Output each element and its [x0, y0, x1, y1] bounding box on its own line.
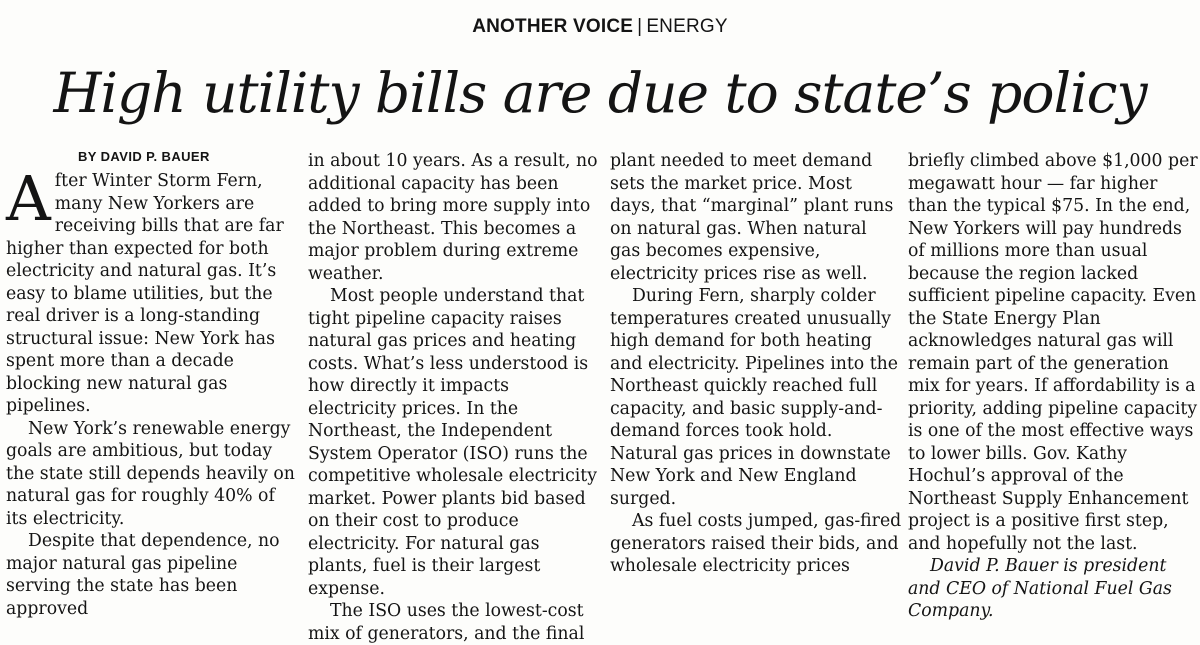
byline: BY DAVID P. BAUER [78, 149, 210, 164]
article-paragraph: plant needed to meet demand sets the mar… [610, 151, 894, 284]
headline: High utility bills are due to state’s po… [53, 61, 1147, 125]
article-paragraph: During Fern, sharply colder temperatures… [610, 286, 898, 509]
kicker-separator: | [637, 16, 643, 37]
kicker-section: ANOTHER VOICE [472, 16, 634, 37]
kicker-topic: ENERGY [646, 16, 728, 37]
article-paragraph: The ISO uses the lowest-cost mix of gene… [308, 601, 585, 644]
author-bio: David P. Bauer is president and CEO of N… [908, 556, 1172, 621]
drop-cap: A [6, 162, 51, 235]
article-column-3: plant needed to meet demand sets the mar… [610, 150, 902, 578]
article-paragraph: New York’s renewable energy goals are am… [6, 418, 295, 529]
article-column-4: briefly climbed above $1,000 per megawat… [908, 150, 1200, 623]
paragraph-text: fter Winter Storm Fern, many New Yorkers… [6, 171, 284, 416]
article-column-2: in about 10 years. As a result, no addit… [308, 150, 600, 645]
section-kicker: ANOTHER VOICE | ENERGY [0, 12, 1200, 42]
article-paragraph: in about 10 years. As a result, no addit… [308, 151, 598, 284]
article-paragraph: As fuel costs jumped, gas-fired generato… [610, 511, 902, 576]
article-paragraph: Most people understand that tight pipeli… [308, 286, 597, 599]
article-paragraph: briefly climbed above $1,000 per megawat… [908, 151, 1198, 554]
article-paragraph: Despite that dependence, no major natura… [6, 531, 280, 619]
